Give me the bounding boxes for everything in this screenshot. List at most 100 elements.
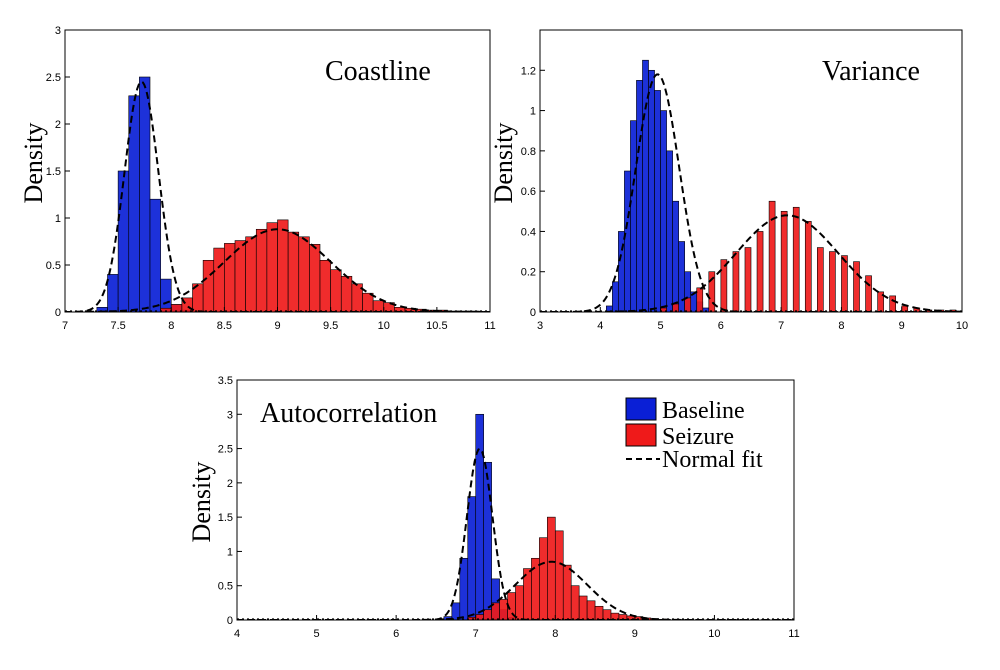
panel-autocorrelation: Density Autocorrelation 4 5 6 7 8 9 10 11 0 0.5 1 1… (187, 375, 800, 640)
bar-baseline (654, 90, 661, 312)
bar-seizure (340, 275, 353, 312)
bar-seizure (744, 247, 752, 312)
ylabel: Density (19, 123, 48, 204)
y-tick-label: 3 (227, 409, 233, 421)
y-tick-label: 0 (55, 307, 61, 319)
bar-baseline (648, 69, 655, 312)
bar-seizure (277, 219, 289, 312)
bar-seizure (696, 287, 704, 312)
x-tick-label: 8.5 (217, 320, 232, 332)
bar-seizure (245, 236, 257, 312)
bar-seizure (817, 247, 824, 312)
axes-frame (236, 379, 795, 621)
panel-title: Autocorrelation (260, 398, 437, 429)
y-tick-label: 2 (55, 119, 61, 131)
bar-seizure (309, 244, 321, 312)
bar-seizure (298, 236, 310, 312)
ylabel: Density (489, 123, 518, 204)
x-tick-label: 9 (632, 628, 638, 640)
x-tick-label: 7 (778, 320, 784, 332)
bar-seizure (531, 557, 540, 620)
normal-fit-seizure (65, 228, 490, 312)
x-tick-label: 9 (274, 320, 280, 332)
y-tick-label: 3 (55, 25, 61, 37)
bar-seizure (594, 605, 604, 620)
bar-seizure (362, 292, 374, 312)
bar-seizure (889, 295, 896, 312)
bar-baseline (660, 110, 667, 312)
y-tick-label: 1 (227, 546, 233, 558)
normal-fit-baseline (237, 447, 794, 620)
bar-baseline (630, 120, 637, 312)
y-tick-label: 0.5 (46, 260, 61, 272)
bar-seizure (319, 259, 331, 312)
y-tick-label: 0.2 (521, 267, 536, 279)
bar-seizure (224, 243, 236, 312)
bar-baseline (636, 80, 643, 312)
bar-seizure (720, 259, 728, 312)
plot-area: 3 4 5 6 7 8 9 10 0 0.2 0.4 0.6 0.8 1 1.2 (521, 29, 968, 332)
y-tick-label: 0.4 (521, 226, 536, 238)
bar-seizure (877, 291, 884, 312)
bar-seizure (515, 585, 524, 620)
bar-seizure (586, 600, 596, 620)
x-tick-label: 5 (658, 320, 664, 332)
axes-frame (539, 29, 963, 313)
bar-seizure (732, 251, 740, 312)
panel-title: Coastline (325, 56, 431, 87)
y-tick-label: 1 (55, 213, 61, 225)
legend-label-seizure: Seizure (662, 424, 734, 450)
bar-seizure (804, 221, 812, 312)
x-tick-label: 8 (168, 320, 174, 332)
y-tick-label: 3.5 (218, 375, 233, 387)
x-tick-label: 11 (484, 320, 495, 332)
x-tick-label: 7 (473, 628, 479, 640)
x-tick-label: 4 (597, 320, 603, 332)
y-tick-label: 1 (530, 106, 536, 118)
bar-baseline (475, 413, 484, 620)
x-tick-label: 7 (62, 320, 68, 332)
bar-seizure (287, 231, 300, 312)
y-tick-label: 2 (227, 478, 233, 490)
bar-seizure (708, 271, 716, 312)
y-tick-label: 0 (530, 307, 536, 319)
y-tick-label: 1.5 (46, 166, 61, 178)
bar-seizure (330, 269, 342, 312)
panel-coastline: Density Coastline 7 7.5 8 8.5 9 9.5 10 10.5 11 0 0… (19, 25, 496, 332)
panel-variance: Density Variance 3 4 5 6 7 8 9 10 0 0.2 0.4 0.6 0.8 1… (489, 29, 968, 332)
y-tick-label: 0.6 (521, 186, 536, 198)
bar-baseline (149, 198, 161, 312)
bar-seizure (266, 222, 278, 312)
x-tick-label: 8 (838, 320, 844, 332)
bar-seizure (372, 300, 385, 312)
x-tick-label: 6 (393, 628, 399, 640)
x-tick-label: 7.5 (110, 320, 125, 332)
x-tick-label: 9.5 (323, 320, 338, 332)
legend: Baseline Seizure Normal fit (625, 397, 763, 473)
legend-swatch-seizure (625, 423, 657, 447)
bar-seizure (202, 259, 215, 312)
y-tick-label: 2.5 (46, 72, 61, 84)
x-tick-label: 10 (956, 320, 968, 332)
y-tick-label: 0.8 (521, 146, 536, 158)
bar-seizure (578, 595, 588, 620)
bar-seizure (547, 516, 556, 620)
bar-baseline (467, 496, 477, 620)
bar-seizure (562, 564, 572, 620)
bar-seizure (756, 231, 764, 312)
bar-baseline (459, 557, 469, 620)
legend-label-baseline: Baseline (662, 398, 745, 424)
x-tick-label: 5 (314, 628, 320, 640)
x-tick-label: 8 (552, 628, 558, 640)
bar-baseline (139, 76, 151, 312)
bar-seizure (539, 537, 548, 620)
bar-baseline (672, 200, 679, 312)
x-tick-label: 3 (537, 320, 543, 332)
panel-title: Variance (822, 56, 920, 87)
bar-baseline (618, 231, 625, 312)
legend-swatch-baseline (625, 397, 657, 421)
legend-label-normal-fit: Normal fit (662, 447, 763, 473)
ylabel: Density (187, 462, 216, 543)
bar-baseline (612, 281, 619, 312)
